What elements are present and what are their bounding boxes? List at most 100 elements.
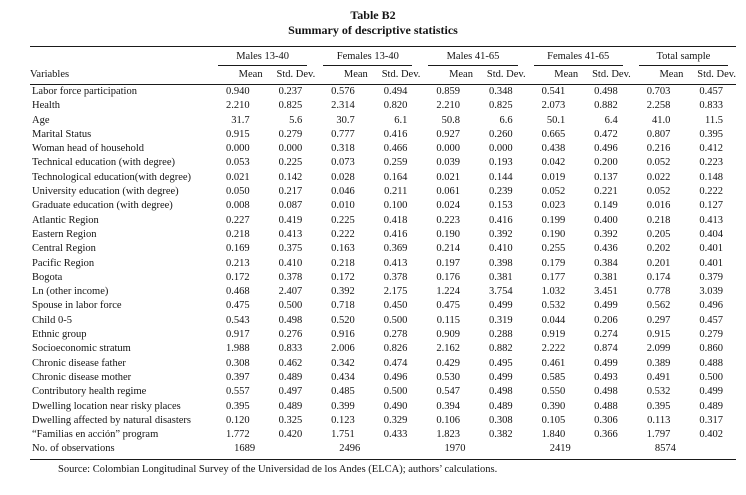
table-row: Ln (other income) 0.468 2.407 0.392 2.175 1.2…	[30, 285, 736, 299]
cell-value: 0.820	[383, 100, 408, 112]
table-header: Males 13-40 Females 13-40 Males 41-65 Fe…	[30, 46, 736, 85]
cell-value: 1.840	[541, 429, 566, 441]
group-header-males-13-40: Males 13-40	[210, 46, 316, 66]
row-label: Marital Status	[32, 128, 92, 140]
cell-value: 0.100	[383, 200, 408, 212]
cell-value: 0.499	[488, 300, 513, 312]
cell-value: 0.541	[541, 86, 566, 97]
cell-value: 0.882	[594, 100, 618, 112]
row-label: Technical education (with degree)	[32, 157, 175, 169]
cell-value: 1.772	[225, 429, 250, 441]
row-label: Ethnic group	[32, 329, 87, 341]
cell-value: 0.438	[541, 143, 566, 155]
cell-value: 0.543	[225, 314, 250, 326]
cell-value: 0.222	[331, 228, 355, 240]
cell-value: 0.500	[699, 371, 723, 383]
table-number: Table B2	[350, 8, 396, 22]
cell-value: 0.255	[541, 243, 566, 255]
cell-value: 0.434	[331, 371, 355, 383]
cell-value: 0.050	[225, 186, 250, 198]
cell-value: 0.176	[436, 271, 460, 283]
row-label: Chronic disease father	[32, 357, 126, 369]
table-row: Eastern Region 0.218 0.413 0.222 0.416 0.190 0…	[30, 228, 736, 242]
cell-value: 0.163	[331, 243, 355, 255]
cell-value: 0.489	[278, 400, 303, 412]
cell-value: 0.021	[225, 171, 250, 183]
cell-value: 0.028	[331, 171, 355, 183]
cell-value: 0.401	[699, 243, 723, 255]
observations-row: No. of observations 1689 2496 1970 2419 8574	[30, 442, 736, 460]
table-row: Atlantic Region 0.227 0.419 0.225 0.418 0.223…	[30, 214, 736, 228]
cell-value: 2.314	[331, 100, 355, 112]
cell-value: 0.498	[488, 386, 513, 398]
cell-value: 0.496	[699, 300, 723, 312]
table-row: Ethnic group 0.917 0.276 0.916 0.278 0.909 0.2…	[30, 328, 736, 342]
cell-value: 0.825	[488, 100, 513, 112]
row-label: Spouse in labor force	[32, 300, 122, 312]
table-row: Technical education (with degree) 0.053 0.…	[30, 156, 736, 170]
row-label: Eastern Region	[32, 228, 97, 240]
row-label: “Familias en acción” program	[32, 429, 159, 441]
cell-value: 11.5	[705, 114, 723, 126]
observations-value: 2419	[525, 442, 631, 460]
row-label: University education (with degree)	[32, 186, 179, 198]
cell-value: 0.826	[383, 343, 408, 355]
cell-value: 0.123	[331, 414, 355, 426]
cell-value: 0.087	[278, 200, 303, 212]
std-dev-column-header: Std. Dev.	[578, 66, 631, 85]
cell-value: 0.197	[436, 257, 460, 269]
cell-value: 0.496	[383, 371, 408, 383]
cell-value: 0.172	[331, 271, 355, 283]
cell-value: 0.500	[278, 300, 303, 312]
cell-value: 0.413	[383, 257, 408, 269]
cell-value: 0.399	[331, 400, 355, 412]
cell-value: 1.751	[331, 429, 355, 441]
table-row: Bogota 0.172 0.378 0.172 0.378 0.176 0.381 0.17…	[30, 271, 736, 285]
cell-value: 0.413	[699, 214, 723, 226]
cell-value: 0.825	[278, 100, 303, 112]
cell-value: 0.174	[646, 271, 671, 283]
table-row: University education (with degree) 0.050 0…	[30, 185, 736, 199]
cell-value: 0.488	[699, 357, 723, 369]
cell-value: 0.016	[646, 200, 671, 212]
cell-value: 0.860	[699, 343, 723, 355]
cell-value: 5.6	[289, 114, 303, 126]
cell-value: 0.500	[383, 314, 408, 326]
cell-value: 0.916	[331, 329, 355, 341]
cell-value: 0.395	[699, 128, 723, 140]
cell-value: 0.190	[436, 228, 460, 240]
cell-value: 0.457	[699, 314, 723, 326]
cell-value: 0.915	[646, 329, 671, 341]
cell-value: 0.382	[488, 429, 513, 441]
cell-value: 0.874	[594, 343, 618, 355]
cell-value: 0.023	[541, 200, 566, 212]
cell-value: 0.547	[436, 386, 460, 398]
cell-value: 0.497	[278, 386, 303, 398]
cell-value: 2.222	[541, 343, 566, 355]
cell-value: 0.379	[699, 271, 723, 283]
cell-value: 2.210	[225, 100, 250, 112]
cell-value: 0.329	[383, 414, 408, 426]
cell-value: 0.384	[594, 257, 618, 269]
cell-value: 0.462	[278, 357, 303, 369]
cell-value: 0.499	[594, 357, 618, 369]
cell-value: 0.317	[699, 414, 723, 426]
cell-value: 0.319	[488, 314, 513, 326]
cell-value: 0.369	[383, 243, 408, 255]
cell-value: 0.927	[436, 128, 460, 140]
cell-value: 0.366	[594, 429, 618, 441]
cell-value: 0.500	[383, 386, 408, 398]
cell-value: 0.260	[488, 128, 513, 140]
cell-value: 0.052	[541, 186, 566, 198]
cell-value: 0.053	[225, 157, 250, 169]
cell-value: 0.378	[383, 271, 408, 283]
cell-value: 0.420	[278, 429, 303, 441]
cell-value: 0.494	[383, 86, 408, 97]
table-row: Woman head of household 0.000 0.000 0.318 0.…	[30, 142, 736, 156]
cell-value: 0.532	[646, 386, 671, 398]
cell-value: 0.010	[331, 200, 355, 212]
cell-value: 0.144	[488, 171, 513, 183]
cell-value: 0.400	[594, 214, 618, 226]
cell-value: 0.498	[594, 86, 618, 97]
cell-value: 0.394	[436, 400, 460, 412]
